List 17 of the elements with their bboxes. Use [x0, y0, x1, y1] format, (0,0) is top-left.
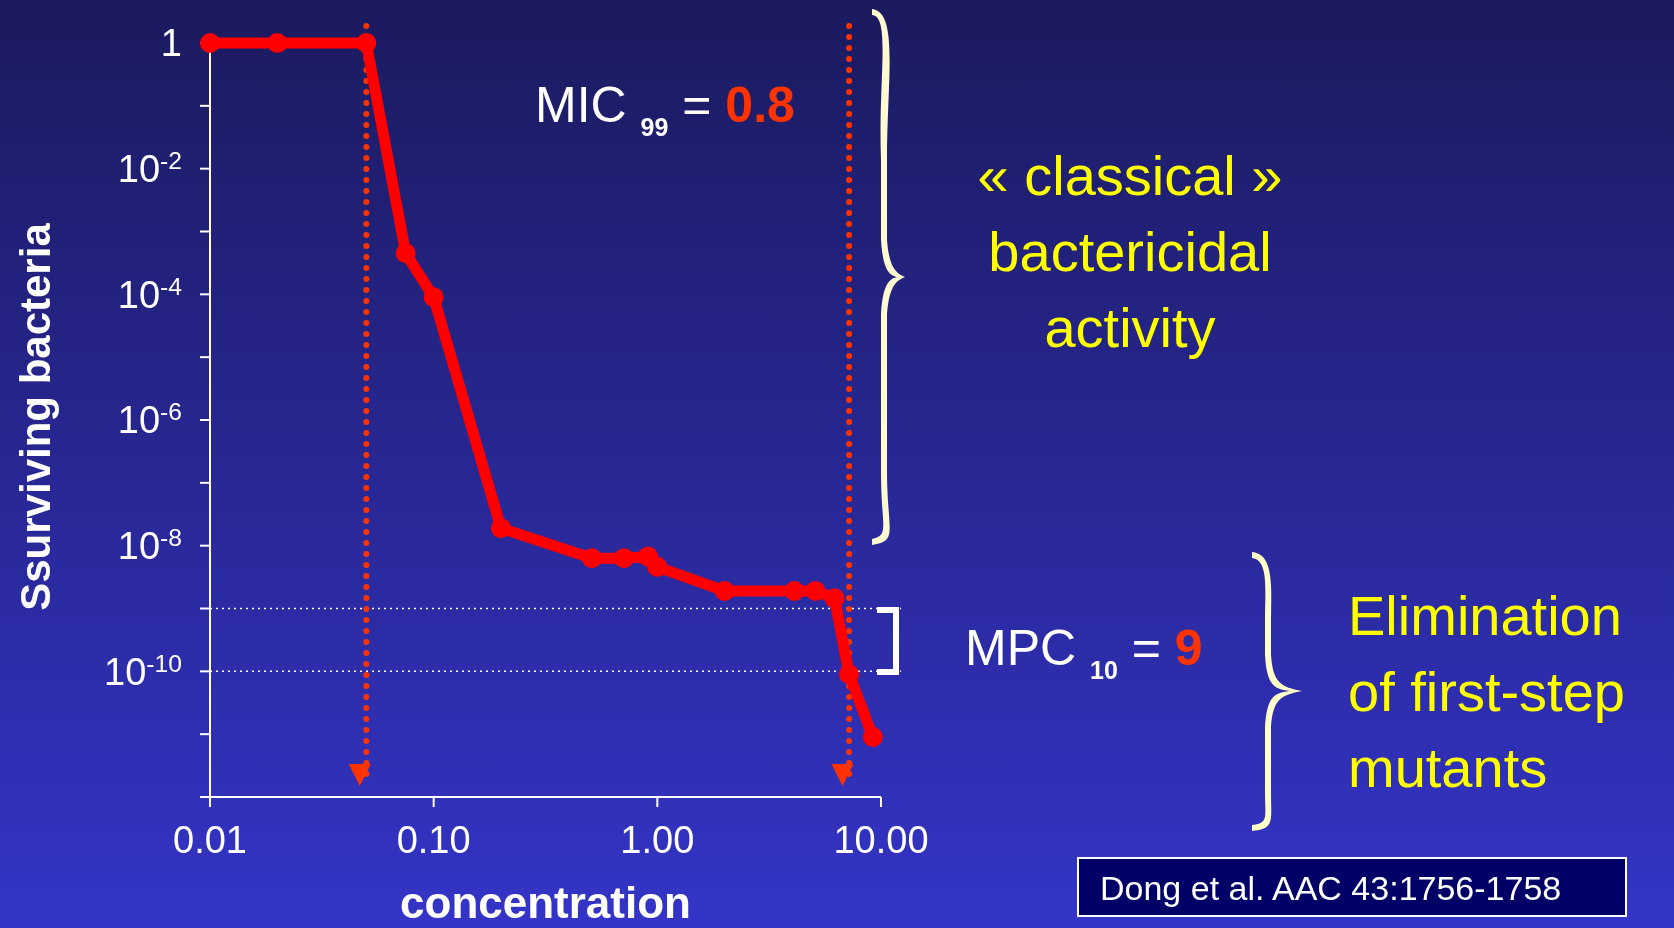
y-tick-label: 10$^{-4}$ — [117, 272, 182, 316]
y-tick-label: 10$^{-8}$ — [117, 523, 182, 567]
y-tick-label: 10$^{-2}$ — [117, 146, 182, 190]
y-axis-title: Ssurviving bacteria — [12, 222, 59, 611]
y-tick-label: 10$^{-6}$ — [117, 397, 182, 442]
text: Elimination of first-step mutants — [1348, 584, 1625, 799]
x-tick-label: 1.00 — [620, 819, 695, 861]
text: Dong et al. AAC 43:1756-1758 — [1100, 869, 1562, 907]
y-tick-label: 10$^{-10}$ — [104, 649, 182, 693]
y-tick-label: 1 — [160, 22, 182, 65]
text: MPC $_{10}$ = 9 — [965, 620, 1203, 684]
annotation: MIC $_{99}$ = 0.8 — [535, 77, 795, 141]
x-tick-label: 0.10 — [396, 819, 471, 861]
x-tick-label: 0.01 — [173, 819, 247, 861]
x-axis-title: concentration — [400, 878, 691, 927]
x-tick-label: 10.00 — [833, 819, 929, 861]
text: « classical » bactericidal activity — [977, 144, 1283, 359]
